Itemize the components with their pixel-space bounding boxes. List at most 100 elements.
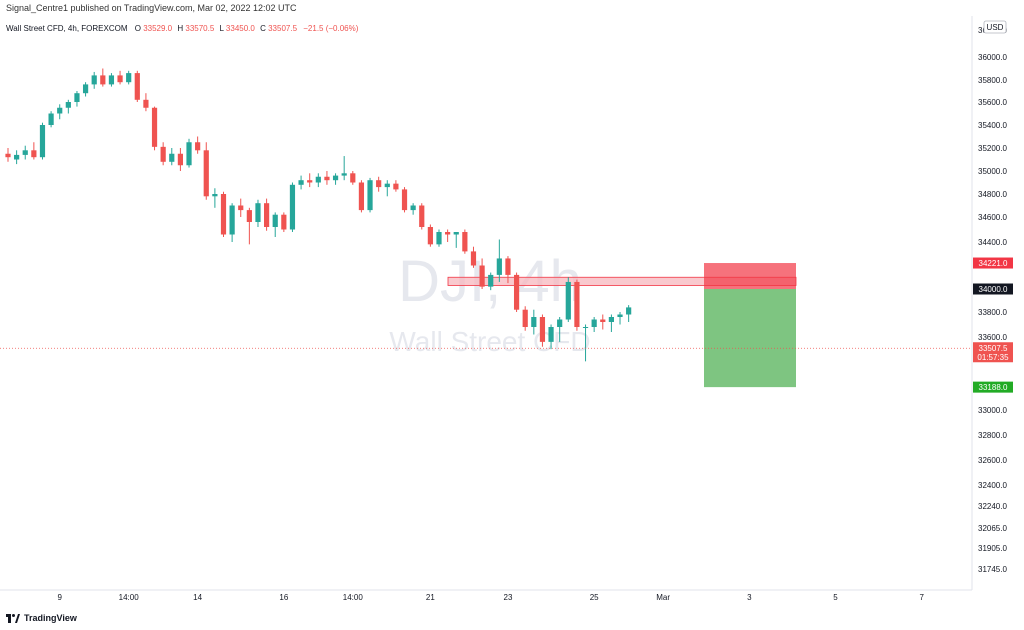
candle-body [212, 194, 218, 197]
candle-body [341, 173, 347, 176]
candle [169, 148, 175, 166]
candle [479, 258, 485, 289]
candle [220, 191, 227, 237]
publisher-bar: Signal_Centre1 published on TradingView.… [0, 0, 1024, 16]
candle-body [22, 150, 28, 155]
price-tick-label: 32400.0 [978, 481, 1007, 490]
candle [496, 239, 502, 282]
price-tick-label: 36000.0 [978, 53, 1007, 62]
tradingview-logo[interactable]: TradingView [6, 613, 77, 623]
price-tick-label: 33600.0 [978, 333, 1007, 342]
price-tick-label: 34600.0 [978, 213, 1007, 222]
candle [255, 199, 261, 227]
candle-body [350, 173, 356, 183]
candle-body [143, 99, 149, 108]
candle-body [453, 232, 459, 235]
candle-body [462, 232, 468, 252]
time-tick-label: 21 [426, 593, 435, 602]
candle [100, 68, 106, 87]
candle-body [393, 183, 399, 190]
candle [324, 171, 330, 185]
last-price-badge-text: 01:57:35 [977, 353, 1009, 362]
candle-body [48, 113, 54, 125]
candle-body [169, 153, 175, 162]
candle [195, 136, 201, 154]
candle-body [220, 194, 227, 235]
legend-open-label: O [135, 24, 141, 33]
candle [376, 176, 382, 192]
candle-body [401, 189, 408, 211]
candle-body [134, 73, 140, 100]
time-tick-label: 23 [504, 593, 513, 602]
candle-body [5, 153, 11, 158]
candle-body [617, 314, 623, 317]
price-axis[interactable]: 36200.036000.035800.035600.035400.035200… [978, 26, 1007, 574]
chart-area[interactable]: DJI, 4h Wall Street CFD Wall Street CFD,… [0, 16, 1024, 606]
currency-badge[interactable]: USD [983, 20, 1007, 34]
position-zones[interactable] [447, 263, 797, 388]
candle [31, 142, 37, 160]
candle-body [307, 180, 313, 183]
candle [505, 256, 511, 284]
candle [436, 229, 442, 247]
candle [341, 156, 347, 181]
price-chart[interactable]: DJI, 4h Wall Street CFD Wall Street CFD,… [0, 16, 1024, 606]
candle-body [246, 210, 252, 222]
price-tick-label: 35200.0 [978, 144, 1007, 153]
candle-body [600, 319, 606, 322]
candle [401, 187, 408, 213]
legend-high-value: 33570.5 [185, 24, 214, 33]
candle-body [445, 232, 451, 235]
candle-body [574, 281, 580, 327]
candle [419, 203, 425, 230]
time-axis[interactable]: 9 14:00 14 16 14:00 21 23 25 Mar 3 5 7 [57, 593, 924, 602]
candle-body [419, 205, 425, 227]
candle-body [31, 150, 37, 158]
candle [151, 106, 158, 151]
candle-body [324, 176, 330, 181]
take-profit-zone[interactable] [704, 289, 796, 388]
price-tick-label: 32600.0 [978, 456, 1007, 465]
candle [65, 99, 71, 114]
target-price-badge-bg [973, 381, 1013, 393]
candle-body [151, 107, 158, 147]
candle [367, 177, 373, 213]
candle [212, 188, 218, 208]
legend-low-label: L [220, 24, 225, 33]
candle-body [74, 93, 80, 102]
stop-loss-zone[interactable] [704, 263, 796, 289]
candle [565, 277, 571, 322]
candle-body [505, 258, 511, 275]
candle-body [626, 307, 632, 315]
candle-body [608, 317, 614, 322]
last-price-badge-bg [973, 342, 1013, 363]
last-price-badge-text: 33507.5 [979, 344, 1008, 353]
candle-body [195, 142, 201, 151]
candle-body [108, 75, 115, 85]
target-price-badge-text: 33188.0 [979, 383, 1008, 392]
candle [229, 203, 235, 242]
candle-body [238, 205, 244, 211]
candle-body [91, 75, 97, 85]
candle [307, 173, 313, 188]
candle-body [264, 203, 270, 227]
legend-close-label: C [260, 24, 266, 33]
candle-body [470, 251, 477, 266]
candle-body [496, 258, 502, 275]
tradingview-logo-icon [6, 613, 20, 623]
candle-body [436, 232, 442, 245]
candle [548, 324, 554, 350]
candle [108, 73, 115, 87]
candle [126, 70, 132, 85]
time-tick-label: 14:00 [119, 593, 140, 602]
time-tick-label: 16 [279, 593, 288, 602]
tradingview-brand: TradingView [24, 613, 77, 623]
price-tick-label: 35400.0 [978, 121, 1007, 130]
candle-body [488, 274, 494, 287]
time-tick-label: 9 [57, 593, 62, 602]
price-tick-label: 31905.0 [978, 544, 1007, 553]
candle [281, 212, 287, 232]
candle [48, 111, 54, 128]
candle [522, 306, 528, 331]
price-tick-label: 35000.0 [978, 167, 1007, 176]
